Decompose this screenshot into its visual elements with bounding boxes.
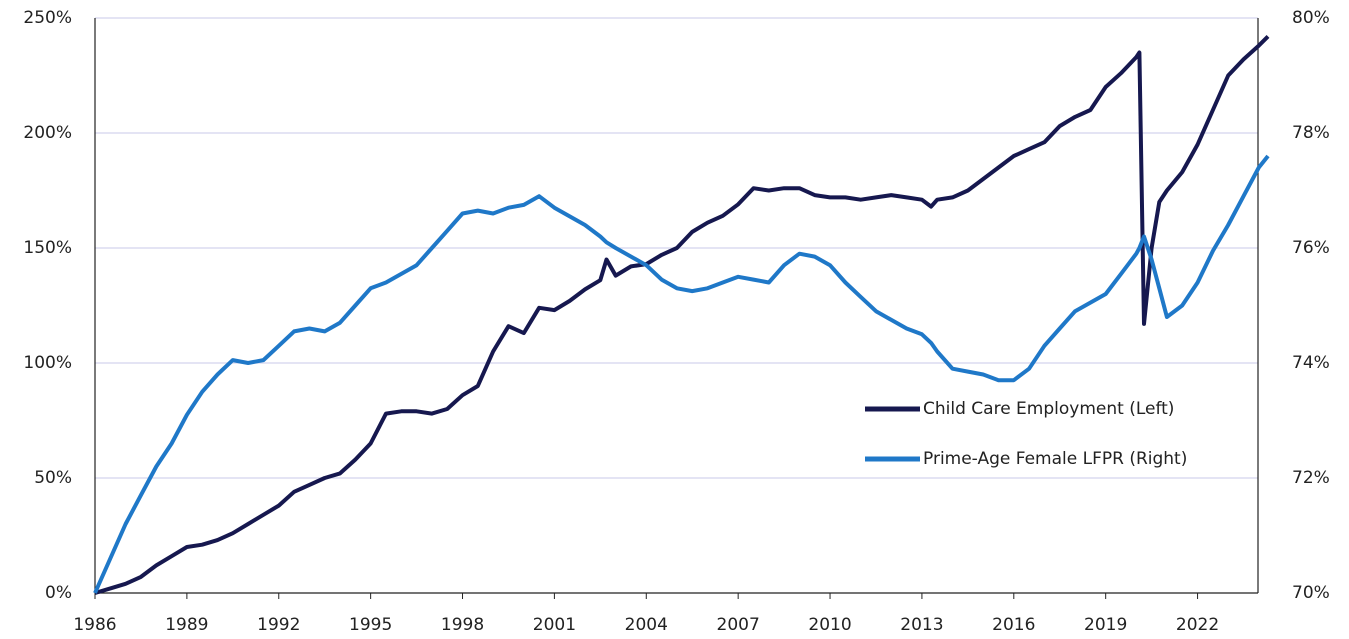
- x-tick-label: 1989: [165, 615, 208, 635]
- x-tick-label: 2004: [625, 615, 668, 635]
- y-tick-label: 0%: [45, 583, 72, 603]
- x-tick-label: 2019: [1084, 615, 1127, 635]
- x-tick-label: 2013: [900, 615, 943, 635]
- x-tick-label: 2016: [992, 615, 1035, 635]
- x-tick-label: 1986: [73, 615, 116, 635]
- x-tick-label: 2022: [1176, 615, 1219, 635]
- x-tick-label: 2010: [808, 615, 851, 635]
- series-line: [93, 154, 1270, 594]
- y2-tick-label: 80%: [1292, 8, 1330, 28]
- legend-label: Prime-Age Female LFPR (Right): [923, 449, 1187, 469]
- y-tick-label: 150%: [23, 238, 72, 258]
- y2-tick-label: 70%: [1292, 583, 1330, 603]
- x-tick-label: 2001: [533, 615, 576, 635]
- y2-tick-label: 74%: [1292, 353, 1330, 373]
- legend-label: Child Care Employment (Left): [923, 399, 1174, 419]
- x-tick-label: 2007: [717, 615, 760, 635]
- y-tick-label: 50%: [34, 468, 72, 488]
- x-tick-label: 1995: [349, 615, 392, 635]
- y2-tick-label: 76%: [1292, 238, 1330, 258]
- y-tick-label: 100%: [23, 353, 72, 373]
- y-tick-label: 200%: [23, 123, 72, 143]
- y-tick-label: 250%: [23, 8, 72, 28]
- y2-tick-label: 72%: [1292, 468, 1330, 488]
- x-tick-label: 1992: [257, 615, 300, 635]
- series-line: [94, 34, 1270, 595]
- y2-tick-label: 78%: [1292, 123, 1330, 143]
- x-tick-label: 1998: [441, 615, 484, 635]
